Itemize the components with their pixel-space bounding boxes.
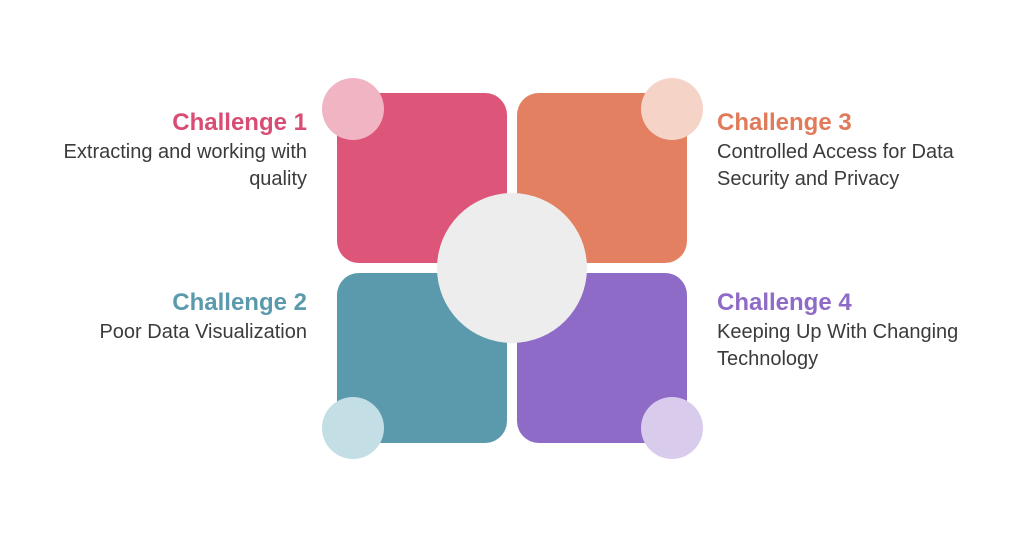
label-q2: Challenge 2 Poor Data Visualization [47,287,307,346]
label-q3-title: Challenge 3 [717,107,977,139]
label-q4-title: Challenge 4 [717,287,977,319]
label-q2-title: Challenge 2 [47,287,307,319]
dot-q1 [322,78,384,140]
label-q4: Challenge 4 Keeping Up With Changing Tec… [717,287,977,373]
label-q1: Challenge 1 Extracting and working with … [47,107,307,193]
dot-q3 [641,78,703,140]
dot-q4 [641,397,703,459]
infographic-canvas: Challenge 1 Extracting and working with … [0,0,1024,536]
label-q3: Challenge 3 Controlled Access for Data S… [717,107,977,193]
label-q2-body: Poor Data Visualization [47,319,307,346]
dot-q2 [322,397,384,459]
label-q1-title: Challenge 1 [47,107,307,139]
label-q4-body: Keeping Up With Changing Technology [717,319,977,373]
center-circle [437,193,587,343]
label-q1-body: Extracting and working with quality [47,139,307,193]
label-q3-body: Controlled Access for Data Security and … [717,139,977,193]
